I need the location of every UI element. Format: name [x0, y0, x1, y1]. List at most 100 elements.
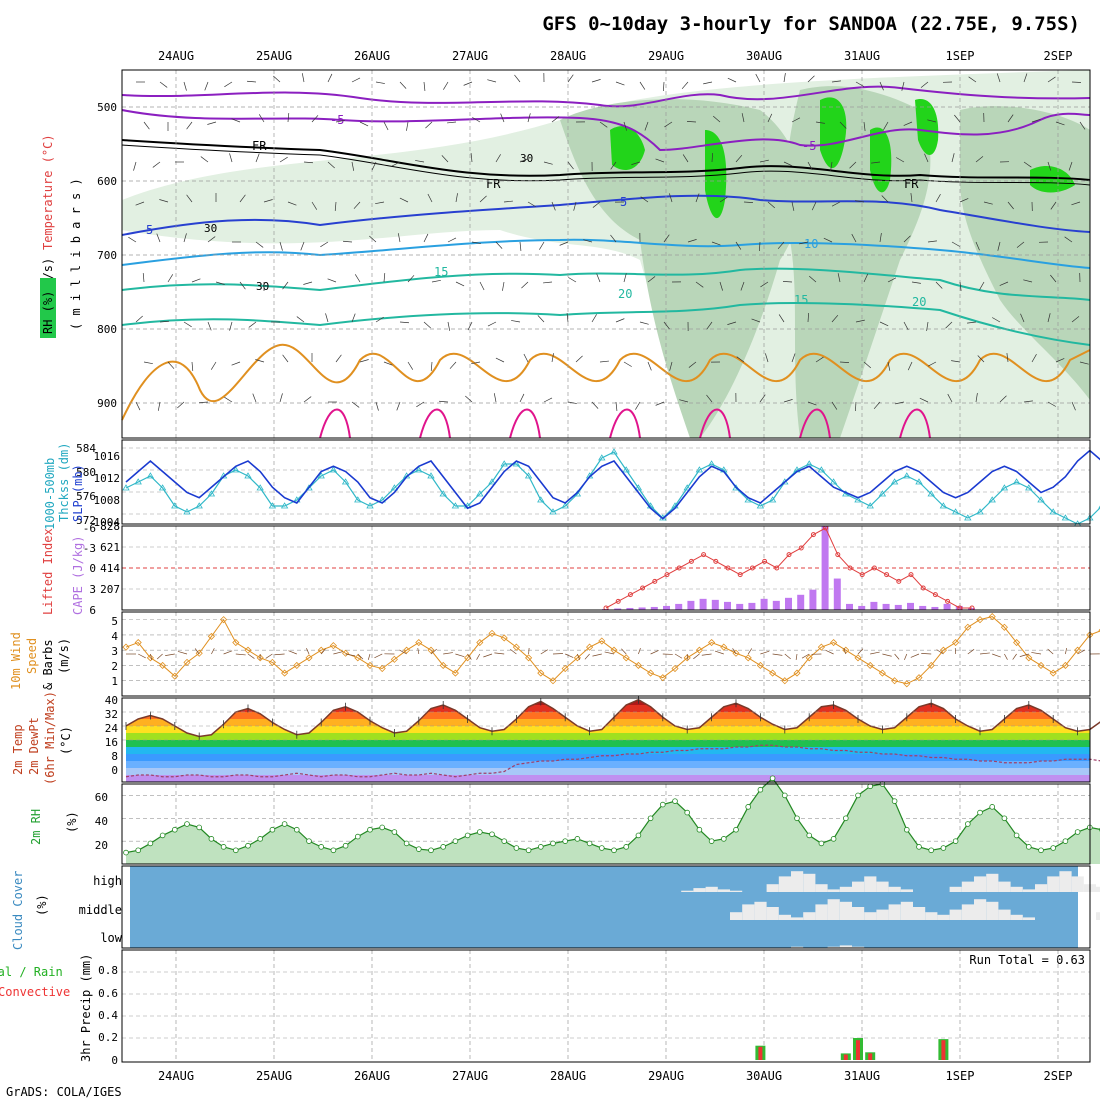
- rh-tick: 40: [95, 815, 108, 828]
- upper-wind-barb: [740, 281, 745, 291]
- rh-point: [733, 826, 739, 833]
- wind-barb: [992, 653, 1001, 658]
- precip-axis-label: 3hr Precip (mm): [79, 954, 93, 1062]
- upper-wind-barb: [443, 81, 449, 90]
- upper-wind-barb: [807, 75, 815, 83]
- upper-wind-barb: [983, 201, 993, 205]
- thickness-point: [122, 484, 130, 491]
- rh-point: [635, 832, 642, 839]
- upper-wind-barb: [706, 321, 713, 330]
- wind-speed-point: [476, 638, 484, 647]
- contour-label: 5: [146, 223, 153, 237]
- upper-wind-barb: [135, 315, 143, 323]
- wind-barb: [843, 648, 847, 655]
- upper-wind-barb: [551, 353, 554, 363]
- upper-wind-barb: [759, 394, 766, 403]
- wind-barb: [801, 653, 810, 659]
- thickness-point: [415, 466, 423, 473]
- wind-barb: [921, 653, 932, 655]
- rh-shade-mid: [560, 99, 802, 438]
- wind-speed-point: [207, 632, 215, 641]
- cloud-bar-high: [1059, 871, 1072, 892]
- freezing-level-line: [121, 139, 1091, 181]
- bottom-date-label: 31AUG: [844, 1069, 880, 1083]
- bottom-date-label: 30AUG: [746, 1069, 782, 1083]
- wind-speed-point: [830, 638, 838, 647]
- upper-wind-barb: [248, 321, 257, 328]
- upper-wind-barb: [1023, 279, 1033, 283]
- wind-barb: [374, 653, 383, 659]
- rh-point: [611, 847, 617, 854]
- temp-contour-30: [319, 408, 931, 439]
- lifted-index-point: [774, 565, 780, 571]
- temp-contour-m5: [121, 109, 1091, 152]
- upper-wind-barb: [777, 241, 785, 250]
- upper-wind-barb: [183, 81, 187, 91]
- wind-speed-point: [378, 664, 386, 673]
- thickness-point: [427, 472, 435, 479]
- wind-barb: [565, 653, 574, 658]
- wind-barb: [235, 653, 246, 656]
- cloud-bar-low: [791, 946, 804, 948]
- temp-legend: 2m Temp 2m DewPt (6hr Min/Max) (°C): [11, 691, 73, 785]
- wind-speed-point: [159, 661, 167, 670]
- legend-wind-b: Speed: [25, 638, 39, 674]
- contour-label: 15: [434, 265, 448, 279]
- upper-wind-barb: [901, 81, 905, 91]
- rh-point: [867, 783, 873, 790]
- upper-wind-barb: [947, 393, 953, 403]
- upper-wind-barb: [369, 235, 377, 243]
- cloud-level-middle: middle: [79, 903, 122, 917]
- cloud-bar-middle: [913, 907, 926, 920]
- cape-bar: [626, 607, 634, 610]
- cloud-bar-middle: [888, 904, 901, 920]
- wind-barb: [540, 649, 548, 655]
- upper-wind-barb: [759, 241, 761, 252]
- cape-bar: [833, 578, 841, 610]
- rh-point: [184, 821, 190, 827]
- rh-point: [354, 833, 361, 840]
- cloud-bar-middle: [791, 917, 804, 920]
- cape-bar: [614, 608, 622, 610]
- upper-wind-barb: [1055, 121, 1065, 126]
- upper-wind-barb: [883, 121, 889, 130]
- upper-wind-barb: [465, 395, 473, 403]
- upper-wind-barb: [610, 161, 617, 170]
- wind-speed-point: [171, 672, 179, 680]
- wind-barb: [417, 647, 420, 655]
- rh-point: [1013, 832, 1020, 839]
- top-date-label: 26AUG: [354, 49, 390, 63]
- wind-speed-point: [756, 661, 764, 670]
- upper-wind-barb: [567, 161, 574, 170]
- wind-speed-point: [293, 661, 301, 670]
- upper-wind-barb: [567, 74, 574, 83]
- temp-band: [126, 733, 1090, 740]
- upper-wind-barb: [568, 277, 577, 283]
- panel-frames: [121, 69, 1091, 1063]
- thickness-point: [451, 502, 460, 509]
- cloud-bar-middle: [754, 901, 767, 920]
- wind-speed-point: [512, 643, 520, 651]
- lifted-index-point: [762, 558, 768, 564]
- legend-li: Lifted Index: [41, 528, 55, 615]
- upper-wind-barb: [334, 201, 337, 211]
- wind-barb: [483, 653, 493, 658]
- cloud-bar-middle: [742, 904, 755, 920]
- thickness-point: [890, 478, 899, 485]
- cape-tick: 621: [100, 541, 120, 554]
- upper-wind-barb: [375, 401, 379, 411]
- wind-barb: [784, 653, 791, 660]
- cloud-bar-middle: [961, 904, 974, 920]
- upper-wind-barb: [1050, 201, 1057, 210]
- upper-wind-barb: [954, 114, 961, 123]
- wind-speed-point: [952, 638, 960, 647]
- li-tick: 3: [89, 583, 96, 596]
- upper-wind-barb: [1016, 241, 1025, 248]
- wind-speed-point: [610, 646, 618, 654]
- wind-speed-point: [134, 638, 142, 647]
- cape-tick: 828: [100, 520, 120, 533]
- upper-wind-barb: [527, 201, 536, 207]
- rh-point: [513, 845, 520, 851]
- rh-shade-high: [915, 99, 939, 155]
- wind-speed-point: [1061, 661, 1069, 670]
